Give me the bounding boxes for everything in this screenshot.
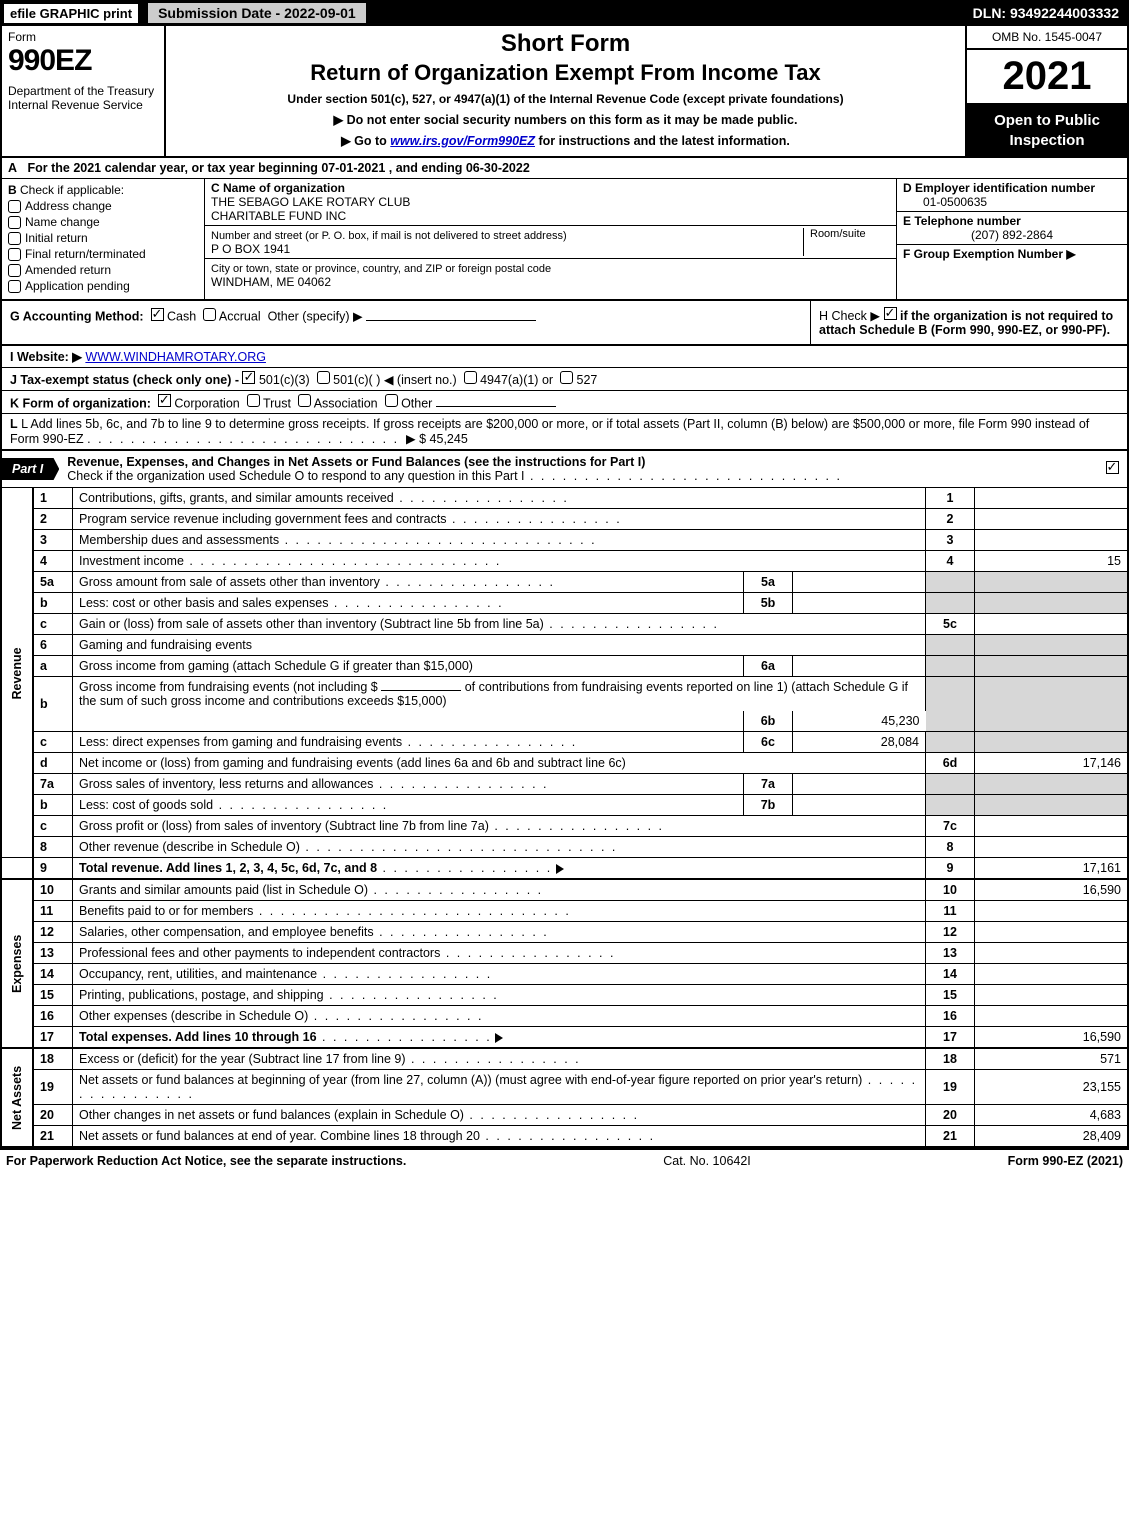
efile-label[interactable]: efile GRAPHIC print (4, 4, 138, 23)
chk-name-change[interactable]: Name change (8, 215, 198, 229)
main-title: Return of Organization Exempt From Incom… (172, 60, 959, 86)
contrib-amount-input[interactable] (381, 690, 461, 691)
street-label: Number and street (or P. O. box, if mail… (211, 230, 567, 242)
row-k: K Form of organization: Corporation Trus… (0, 391, 1129, 415)
section-bcdef: B Check if applicable: Address change Na… (0, 179, 1129, 301)
chk-amended-return[interactable]: Amended return (8, 263, 198, 277)
bottom-bar: For Paperwork Reduction Act Notice, see … (0, 1148, 1129, 1172)
h-pre: H Check ▶ (819, 309, 884, 323)
form-ref: Form 990-EZ (2021) (1008, 1154, 1123, 1168)
phone: (207) 892-2864 (903, 228, 1121, 242)
org-name: THE SEBAGO LAKE ROTARY CLUB CHARITABLE F… (211, 195, 410, 223)
i-label: I Website: ▶ (10, 350, 82, 364)
j-text: J Tax-exempt status (check only one) - (10, 373, 242, 387)
city-state-zip: WINDHAM, ME 04062 (211, 275, 331, 289)
header-right: OMB No. 1545-0047 2021 Open to Public In… (967, 26, 1127, 156)
short-form-title: Short Form (172, 30, 959, 58)
checkbox-501c-icon[interactable] (317, 371, 330, 384)
part1-checkbox[interactable] (1097, 461, 1127, 477)
form-header: Form 990EZ Department of the Treasury In… (0, 26, 1129, 158)
arrow-icon (556, 864, 564, 874)
checkbox-icon[interactable] (8, 264, 21, 277)
street-address: P O BOX 1941 (211, 242, 290, 256)
dept-label: Department of the Treasury Internal Reve… (8, 84, 158, 112)
col-de: D Employer identification number 01-0500… (897, 179, 1127, 299)
goto-link[interactable]: www.irs.gov/Form990EZ (390, 134, 535, 148)
row-l: L L Add lines 5b, 6c, and 7b to line 9 t… (0, 414, 1129, 451)
tax-year: 2021 (967, 50, 1127, 105)
row-a-text: For the 2021 calendar year, or tax year … (27, 161, 529, 175)
l-amount: ▶ $ 45,245 (406, 432, 468, 446)
other-org-input[interactable] (436, 394, 556, 408)
ssn-warning: ▶ Do not enter social security numbers o… (172, 112, 959, 127)
checkbox-corp-icon[interactable] (158, 394, 171, 407)
arrow-icon (495, 1033, 503, 1043)
dln-number: DLN: 93492244003332 (973, 5, 1129, 21)
checkbox-other-icon[interactable] (385, 394, 398, 407)
top-bar: efile GRAPHIC print Submission Date - 20… (0, 0, 1129, 26)
other-input[interactable] (366, 307, 536, 321)
lines-table: Revenue 1 Contributions, gifts, grants, … (0, 488, 1129, 1148)
checkbox-assoc-icon[interactable] (298, 394, 311, 407)
revenue-label: Revenue (1, 488, 33, 858)
checkbox-4947-icon[interactable] (464, 371, 477, 384)
row-g: G Accounting Method: Cash Accrual Other … (2, 301, 811, 344)
d-label: D Employer identification number (903, 181, 1095, 195)
col-b-heading: Check if applicable: (20, 183, 124, 197)
checkbox-501c3-icon[interactable] (242, 371, 255, 384)
expenses-label: Expenses (1, 879, 33, 1048)
open-public: Open to Public Inspection (967, 105, 1127, 156)
goto-pre: ▶ Go to (341, 134, 390, 148)
checkbox-527-icon[interactable] (560, 371, 573, 384)
part1-desc: Revenue, Expenses, and Changes in Net As… (67, 451, 1097, 487)
checkbox-icon[interactable] (8, 216, 21, 229)
label-a: A (8, 161, 24, 175)
checkbox-accrual-icon[interactable] (203, 308, 216, 321)
netassets-label: Net Assets (1, 1048, 33, 1147)
section-gh: G Accounting Method: Cash Accrual Other … (0, 301, 1129, 346)
row-i: I Website: ▶ WWW.WINDHAMROTARY.ORG (0, 346, 1129, 368)
goto-line: ▶ Go to www.irs.gov/Form990EZ for instru… (172, 133, 959, 148)
checkbox-cash-icon[interactable] (151, 308, 164, 321)
f-label: F Group Exemption Number ▶ (903, 247, 1076, 261)
cat-number: Cat. No. 10642I (663, 1154, 751, 1168)
checkbox-parto-icon[interactable] (1106, 461, 1119, 474)
checkbox-icon[interactable] (8, 280, 21, 293)
form-word: Form (8, 30, 158, 44)
city-label: City or town, state or province, country… (211, 263, 551, 275)
paperwork-notice: For Paperwork Reduction Act Notice, see … (6, 1154, 406, 1168)
room-suite-label: Room/suite (804, 228, 890, 256)
chk-initial-return[interactable]: Initial return (8, 231, 198, 245)
dots-icon (87, 432, 399, 446)
checkbox-icon[interactable] (8, 248, 21, 261)
checkbox-icon[interactable] (8, 232, 21, 245)
submission-date: Submission Date - 2022-09-01 (146, 1, 368, 25)
row-a: A For the 2021 calendar year, or tax yea… (0, 158, 1129, 179)
col-c: C Name of organization THE SEBAGO LAKE R… (205, 179, 897, 299)
col-b: B Check if applicable: Address change Na… (2, 179, 205, 299)
g-label: G Accounting Method: (10, 310, 144, 324)
goto-post: for instructions and the latest informat… (535, 134, 790, 148)
row-j: J Tax-exempt status (check only one) - 5… (0, 368, 1129, 391)
part1-header: Part I Revenue, Expenses, and Changes in… (0, 451, 1129, 488)
header-left: Form 990EZ Department of the Treasury In… (2, 26, 166, 156)
checkbox-icon[interactable] (8, 200, 21, 213)
checkbox-trust-icon[interactable] (247, 394, 260, 407)
website-link[interactable]: WWW.WINDHAMROTARY.ORG (85, 350, 266, 364)
header-center: Short Form Return of Organization Exempt… (166, 26, 967, 156)
chk-application-pending[interactable]: Application pending (8, 279, 198, 293)
ein: 01-0500635 (903, 195, 987, 209)
label-b: B (8, 183, 17, 197)
part1-tag: Part I (2, 458, 59, 480)
e-label: E Telephone number (903, 214, 1021, 228)
row-h: H Check ▶ if the organization is not req… (811, 301, 1127, 344)
chk-address-change[interactable]: Address change (8, 199, 198, 213)
k-label: K Form of organization: (10, 396, 151, 410)
omb-number: OMB No. 1545-0047 (967, 26, 1127, 50)
under-section: Under section 501(c), 527, or 4947(a)(1)… (172, 92, 959, 106)
checkbox-h-icon[interactable] (884, 307, 897, 320)
chk-final-return[interactable]: Final return/terminated (8, 247, 198, 261)
c-label: C Name of organization (211, 181, 345, 195)
form-number: 990EZ (8, 44, 158, 78)
